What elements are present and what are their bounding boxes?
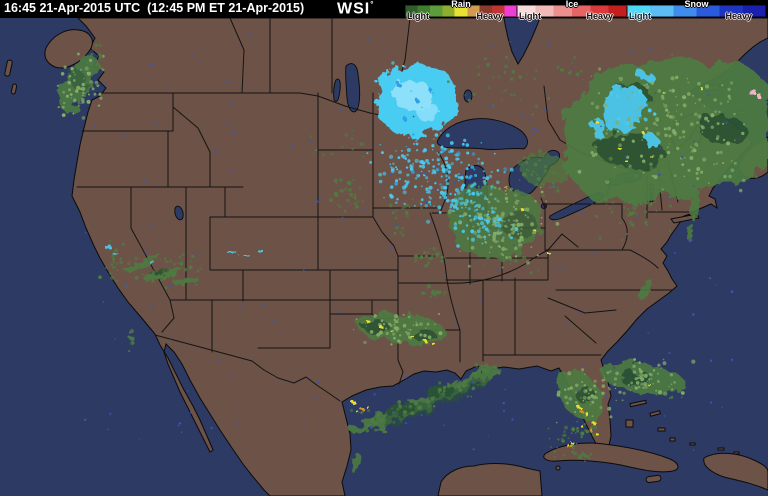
precip-snow-midwest <box>377 64 459 138</box>
legend-snow-label: Snow <box>684 0 709 9</box>
wsi-logo-mark: ° <box>370 0 375 9</box>
radar-map <box>0 18 768 496</box>
lake-manitoba <box>333 78 341 102</box>
island-small <box>10 83 18 95</box>
legend-ice-label: Ice <box>565 0 579 9</box>
wsi-logo-text: WSI <box>337 0 371 18</box>
precip-offshore-streaks <box>351 189 700 473</box>
bahamas <box>625 399 740 455</box>
wsi-logo: WSI° <box>337 0 374 18</box>
legend-snow-gradient-bar: Light Heavy <box>627 5 766 21</box>
island-cuba <box>543 442 679 473</box>
timestamp-text: 16:45 21-Apr-2015 UTC (12:45 PM ET 21-Ap… <box>4 1 305 15</box>
header-bar: 16:45 21-Apr-2015 UTC (12:45 PM ET 21-Ap… <box>0 0 768 21</box>
lake-superior <box>436 118 528 151</box>
island-hispaniola <box>703 452 768 491</box>
yucatan <box>437 463 543 496</box>
great-salt-lake <box>174 205 184 221</box>
legend-rain-heavy-label: Heavy <box>476 11 503 21</box>
precip-speckle-fields <box>56 43 746 463</box>
island-haida <box>4 59 13 77</box>
legend-ice-gradient-bar: Light Heavy <box>517 5 627 21</box>
legend-snow-light-label: Light <box>629 11 651 21</box>
legend-snow: Snow Light Heavy <box>627 0 766 21</box>
legend-snow-heavy-label: Heavy <box>725 11 752 21</box>
legend-rain-light-label: Light <box>407 11 429 21</box>
legend-rain-gradient-bar: Light Heavy <box>405 5 517 21</box>
legend-rain-label: Rain <box>451 0 471 9</box>
lake-winnipeg <box>345 63 361 113</box>
island-vancouver <box>44 29 93 69</box>
legend-ice-heavy-label: Heavy <box>586 11 613 21</box>
legend-ice-light-label: Light <box>519 11 541 21</box>
storm-cells <box>352 87 761 449</box>
island-jamaica <box>645 474 662 484</box>
land-speckles <box>84 33 740 451</box>
island-juventud <box>555 465 561 471</box>
legend-ice: Ice Light Heavy <box>517 0 627 21</box>
legend-rain: Rain Light Heavy <box>405 0 517 21</box>
precip-rain-pacific-northwest <box>60 57 100 113</box>
